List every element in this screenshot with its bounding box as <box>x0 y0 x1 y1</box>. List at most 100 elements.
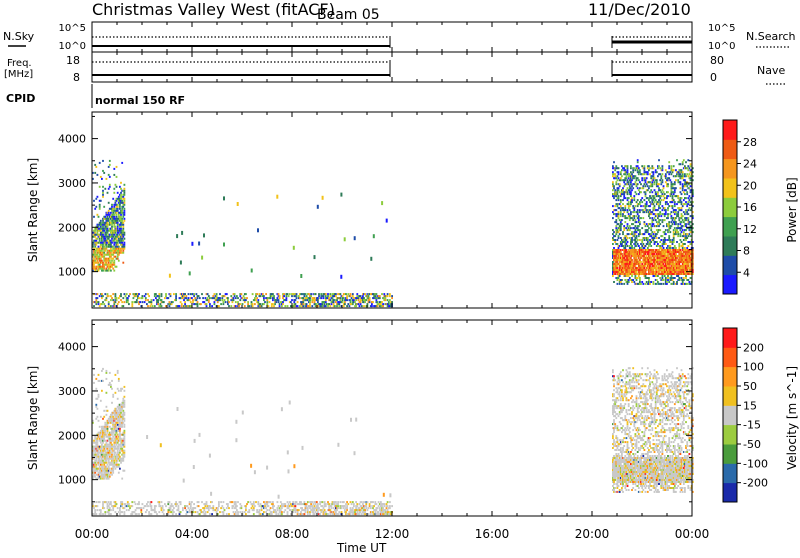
data-cell <box>124 190 126 192</box>
data-cell <box>107 228 109 230</box>
data-cell <box>260 503 262 505</box>
data-cell <box>684 247 686 249</box>
data-cell <box>147 505 149 507</box>
data-cell <box>352 295 354 297</box>
data-cell <box>108 188 110 190</box>
data-cell <box>676 241 678 243</box>
data-cell <box>111 242 113 244</box>
data-cell <box>112 246 114 248</box>
data-cell <box>638 245 640 247</box>
data-cell <box>658 187 660 189</box>
data-cell <box>334 299 336 301</box>
data-cell <box>122 262 124 264</box>
data-cell <box>104 440 106 442</box>
data-cell <box>654 195 656 197</box>
data-cell <box>154 507 156 509</box>
data-cell <box>98 464 100 466</box>
data-cell <box>144 295 146 297</box>
data-cell <box>95 166 97 168</box>
data-cell <box>626 189 628 191</box>
data-cell <box>385 297 387 299</box>
data-cell <box>388 303 390 305</box>
data-cell <box>218 305 220 307</box>
data-cell <box>620 281 622 283</box>
data-cell <box>252 305 254 307</box>
data-cell <box>309 297 311 299</box>
data-cell <box>630 213 632 215</box>
data-cell <box>672 279 674 281</box>
data-cell <box>261 507 263 509</box>
data-cell <box>113 462 115 464</box>
data-cell <box>124 452 126 454</box>
data-cell <box>680 239 682 241</box>
data-cell <box>665 253 667 255</box>
data-cell <box>239 303 241 305</box>
data-cell <box>104 432 106 434</box>
data-cell <box>107 503 109 505</box>
velocity-cells <box>92 367 694 515</box>
data-cell <box>97 254 99 256</box>
data-cell <box>283 511 285 513</box>
data-cell <box>614 205 616 207</box>
data-cell <box>104 250 106 252</box>
data-cell <box>329 299 331 301</box>
data-cell <box>183 299 185 301</box>
data-cell <box>235 503 237 505</box>
colorbar-tick-label: 20 <box>743 179 757 192</box>
data-cell <box>124 402 126 404</box>
data-cell <box>647 247 649 249</box>
data-cell <box>618 277 620 279</box>
colorbar-tick-label: 8 <box>743 245 750 258</box>
data-cell <box>270 297 272 299</box>
data-cell <box>124 301 126 303</box>
data-cell <box>160 505 162 507</box>
data-cell <box>189 509 191 511</box>
data-cell <box>620 205 622 207</box>
data-cell <box>117 256 119 258</box>
data-cell <box>644 247 646 249</box>
data-cell <box>106 414 108 416</box>
data-cell <box>615 225 617 227</box>
data-cell <box>673 229 675 231</box>
data-cell <box>650 213 652 215</box>
data-cell <box>247 303 249 305</box>
data-cell <box>615 221 617 223</box>
data-cell <box>620 211 622 213</box>
data-cell <box>300 511 302 513</box>
data-cell <box>207 293 209 295</box>
data-cell <box>318 293 320 295</box>
data-cell <box>327 295 329 297</box>
data-cell <box>220 507 222 509</box>
data-cell <box>193 295 195 297</box>
data-cell <box>122 416 124 418</box>
data-cell <box>278 505 280 507</box>
data-cell <box>190 507 192 509</box>
data-cell <box>299 305 301 307</box>
data-cell <box>656 283 658 285</box>
data-cell <box>178 505 180 507</box>
data-cell <box>685 223 687 225</box>
data-cell <box>95 458 97 460</box>
data-cell <box>237 297 239 299</box>
data-cell <box>109 372 111 374</box>
data-cell <box>97 470 99 472</box>
data-cell <box>104 476 106 478</box>
data-cell <box>660 183 662 185</box>
data-cell <box>108 174 110 176</box>
data-cell <box>112 396 114 398</box>
date-label: 11/Dec/2010 <box>588 0 691 19</box>
data-cell <box>194 511 196 513</box>
data-cell <box>659 211 661 213</box>
data-cell <box>620 265 622 267</box>
data-cell <box>376 299 378 301</box>
data-cell <box>633 207 635 209</box>
data-cell <box>163 509 165 511</box>
data-cell <box>665 211 667 213</box>
data-cell <box>678 243 680 245</box>
data-cell <box>683 221 685 223</box>
data-cell <box>628 281 630 283</box>
data-cell <box>621 175 623 177</box>
data-cell <box>135 503 137 505</box>
data-cell <box>689 255 691 257</box>
data-cell <box>674 227 676 229</box>
